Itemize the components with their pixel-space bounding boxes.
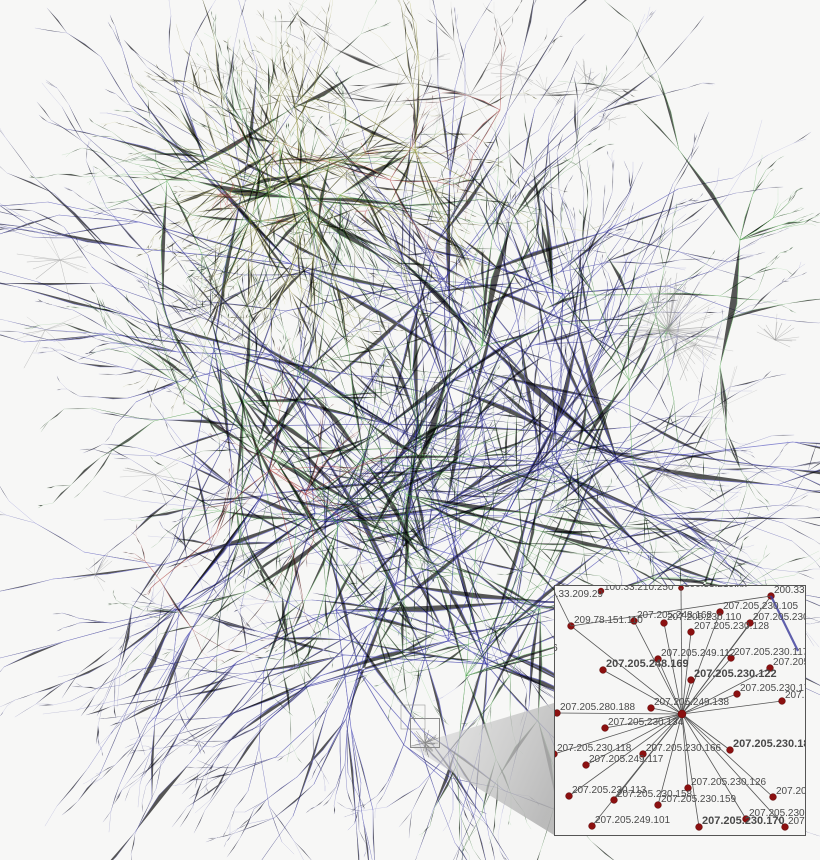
svg-text:207.205.230.118: 207.205.230.118 xyxy=(557,743,632,754)
svg-text:207.205.249.101: 207.205.249.101 xyxy=(595,815,671,826)
svg-text:207.205.230.182: 207.205.230.182 xyxy=(788,816,806,827)
svg-text:207.205.230.126: 207.205.230.126 xyxy=(691,777,767,788)
svg-text:207.205.230.122: 207.205.230.122 xyxy=(694,668,777,680)
svg-text:209.78.151.110: 209.78.151.110 xyxy=(574,615,643,626)
svg-text:207.205.248.169: 207.205.248.169 xyxy=(606,658,689,670)
svg-text:207.205.249.117: 207.205.249.117 xyxy=(589,754,664,765)
svg-text:207.205.230.105: 207.205.230.105 xyxy=(723,601,799,612)
svg-text:207.205.249.139: 207.205.249.139 xyxy=(773,657,806,668)
svg-text:207.205.230.128: 207.205.230.128 xyxy=(694,621,770,632)
svg-text:200.33.208.206: 200.33.208.206 xyxy=(774,586,806,596)
svg-text:207.205.230.186: 207.205.230.186 xyxy=(733,738,806,750)
svg-text:207.205.230.170: 207.205.230.170 xyxy=(702,815,785,827)
svg-text:207.205.249.138: 207.205.249.138 xyxy=(654,697,730,708)
svg-text:207.205.230.141: 207.205.230.141 xyxy=(785,690,806,701)
svg-text:207.205.249.112: 207.205.249.112 xyxy=(661,648,736,659)
svg-text:206: 206 xyxy=(555,643,558,654)
svg-text:207.205.230.159: 207.205.230.159 xyxy=(661,794,737,805)
svg-text:207.205.230.134: 207.205.230.134 xyxy=(608,717,684,728)
svg-text:100.33.219.xx: 100.33.219.xx xyxy=(684,586,747,590)
svg-text:100.33.210.250: 100.33.210.250 xyxy=(604,586,674,593)
svg-text:100.33.209.29: 100.33.209.29 xyxy=(555,589,603,600)
svg-text:207.205.230.166: 207.205.230.166 xyxy=(646,743,722,754)
svg-text:207.205.280.188: 207.205.280.188 xyxy=(560,702,636,713)
svg-text:207.205.230.177: 207.205.230.177 xyxy=(776,786,806,797)
